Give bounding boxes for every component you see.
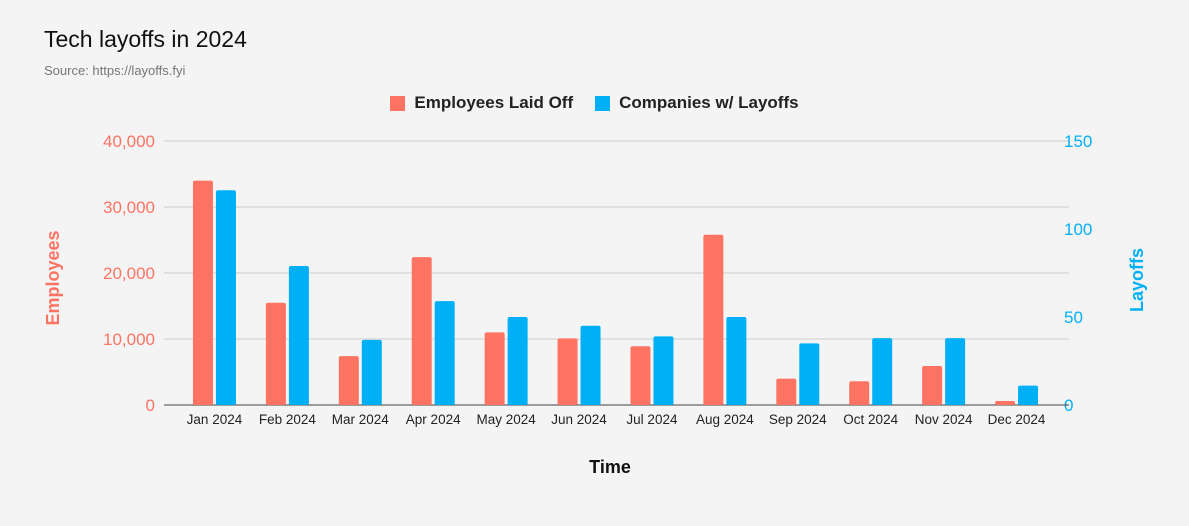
legend-swatch-employees [390,95,406,111]
bar-companies [872,338,893,405]
x-tick-label: Jun 2024 [551,412,607,427]
chart-subtitle: Source: https://layoffs.fyi [44,63,186,78]
legend-label-employees: Employees Laid Off [414,93,574,112]
bar-employees [995,401,1016,405]
bar-employees [192,180,213,405]
y-left-tick-label: 0 [146,396,155,415]
y-left-tick-label: 30,000 [103,198,155,217]
bar-companies [215,190,236,405]
x-tick-label: Mar 2024 [332,412,390,427]
bar-employees [557,338,578,405]
x-tick-label: Feb 2024 [259,412,317,427]
x-tick-label: Oct 2024 [843,412,898,427]
bar-companies [726,317,747,405]
x-tick-label: Sep 2024 [769,412,827,427]
bar-companies [361,339,382,405]
bar-employees [703,234,724,405]
bar-employees [484,332,505,405]
legend-item-companies[interactable]: Companies w/ Layoffs [595,93,799,113]
x-axis-title: Time [589,457,631,477]
bar-companies [653,336,674,405]
y-left-tick-label: 10,000 [103,330,155,349]
y-right-axis-title: Layoffs [1127,248,1147,312]
x-tick-label: May 2024 [476,412,536,427]
x-tick-label: Nov 2024 [915,412,973,427]
y-right-tick-label: 100 [1064,220,1092,239]
x-tick-label: Apr 2024 [406,412,461,427]
bar-companies [580,325,601,405]
bar-companies [288,265,309,405]
bar-employees [338,356,359,405]
bar-employees [265,302,286,405]
y-right-tick-label: 150 [1064,132,1092,151]
bar-employees [411,257,432,405]
chart-title: Tech layoffs in 2024 [44,26,247,52]
bar-employees [849,381,870,405]
x-tick-label: Dec 2024 [988,412,1046,427]
y-left-tick-label: 40,000 [103,132,155,151]
y-left-axis-title: Employees [43,230,63,325]
legend-label-companies: Companies w/ Layoffs [619,93,799,112]
bar-companies [799,343,820,405]
bar-companies [434,301,455,405]
bar-employees [630,346,651,405]
x-tick-label: Jul 2024 [626,412,678,427]
bar-companies [945,338,966,405]
legend-swatch-companies [595,95,611,111]
y-right-tick-label: 50 [1064,308,1083,327]
bar-employees [776,378,797,405]
y-left-tick-label: 20,000 [103,264,155,283]
legend: Employees Laid Off Companies w/ Layoffs [0,93,1189,113]
bar-companies [1018,385,1039,405]
bar-companies [507,317,528,405]
x-tick-label: Aug 2024 [696,412,754,427]
bar-employees [922,366,943,405]
x-tick-label: Jan 2024 [187,412,243,427]
legend-item-employees[interactable]: Employees Laid Off [390,93,573,113]
